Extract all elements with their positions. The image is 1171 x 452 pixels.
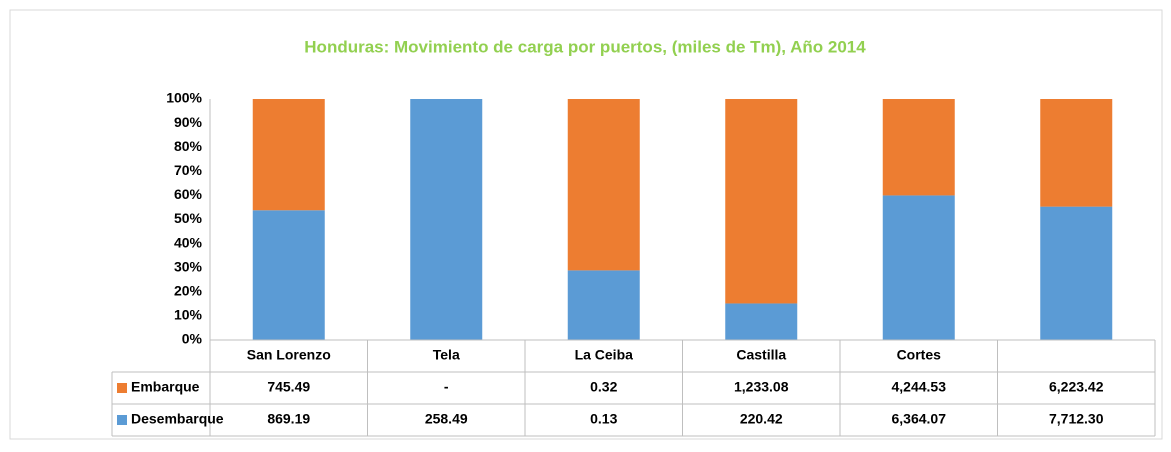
bar-segment <box>567 99 640 271</box>
bar-segment <box>882 195 955 340</box>
chart-title: Honduras: Movimiento de carga por puerto… <box>304 37 866 56</box>
y-tick-label: 10% <box>174 307 203 323</box>
y-tick-label: 50% <box>174 210 203 226</box>
table-value: 258.49 <box>425 411 468 427</box>
bar-segment <box>725 303 798 340</box>
bar-segment <box>1040 206 1113 340</box>
table-value: 7,712.30 <box>1049 411 1104 427</box>
x-tick-label: San Lorenzo <box>247 347 331 363</box>
y-tick-label: 80% <box>174 138 203 154</box>
table-value: 6,364.07 <box>892 411 947 427</box>
y-tick-label: 30% <box>174 258 203 274</box>
legend-label: Embarque <box>131 379 200 395</box>
bar-segment <box>410 99 483 340</box>
table-value: 1,233.08 <box>734 379 789 395</box>
bar-segment <box>725 99 798 304</box>
x-tick-label: Tela <box>433 347 460 363</box>
table-value: - <box>444 379 449 395</box>
y-tick-label: 100% <box>166 90 202 106</box>
x-tick-label: Cortes <box>897 347 942 363</box>
y-tick-label: 0% <box>182 331 203 347</box>
table-value: 0.32 <box>590 379 617 395</box>
y-tick-label: 40% <box>174 234 203 250</box>
bar-segment <box>252 99 325 211</box>
table-value: 4,244.53 <box>892 379 947 395</box>
bar-segment <box>252 210 325 340</box>
y-tick-label: 90% <box>174 114 203 130</box>
legend-swatch <box>117 415 127 425</box>
y-tick-label: 60% <box>174 186 203 202</box>
x-tick-label: La Ceiba <box>575 347 634 363</box>
legend-swatch <box>117 383 127 393</box>
legend-label: Desembarque <box>131 411 224 427</box>
bar-segment <box>567 270 640 340</box>
bar-segment <box>882 99 955 196</box>
table-value: 220.42 <box>740 411 783 427</box>
table-value: 745.49 <box>267 379 310 395</box>
bar-segment <box>1040 99 1113 207</box>
y-tick-label: 70% <box>174 162 203 178</box>
x-tick-label: Castilla <box>736 347 786 363</box>
y-tick-label: 20% <box>174 283 203 299</box>
table-value: 6,223.42 <box>1049 379 1104 395</box>
table-value: 0.13 <box>590 411 617 427</box>
table-value: 869.19 <box>267 411 310 427</box>
